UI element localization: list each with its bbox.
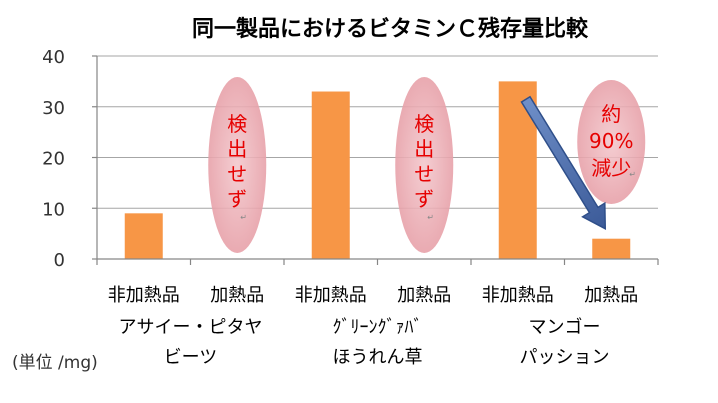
paragraph-mark: ↵ (427, 213, 434, 222)
annotation-text: 減少 (591, 156, 631, 180)
x-tick-label: 非加熱品 (482, 285, 554, 306)
annotation-text: 約 (601, 102, 621, 126)
group-label: アサイー・ピタヤ (119, 317, 263, 338)
y-tick-label: 0 (54, 250, 65, 271)
annotation-ellipse (577, 80, 646, 204)
y-tick-label: 20 (42, 149, 65, 170)
annotation-ellipses (208, 77, 646, 253)
chart-title: 同一製品におけるビタミンＣ残存量比較 (192, 16, 589, 42)
y-axis-ticks: 0 10 20 30 40 (42, 47, 65, 271)
bar (592, 238, 631, 259)
annotation-ellipse (208, 77, 267, 253)
axes (92, 55, 659, 265)
y-tick-label: 10 (42, 199, 65, 220)
bar (124, 213, 163, 259)
arrow-path (520, 95, 607, 230)
group-label: パッション (520, 347, 610, 368)
group-label: ビーツ (164, 347, 218, 368)
x-tick-label: 加熱品 (584, 285, 638, 306)
annotation-text: せ (414, 162, 434, 186)
paragraph-mark: ↵ (240, 213, 247, 222)
arrow-shape (520, 95, 607, 230)
y-tick-label: 30 (42, 98, 65, 119)
bar (311, 91, 350, 260)
paragraph-mark: ↵ (629, 170, 636, 179)
unit-label: (単位 /mg) (12, 353, 98, 373)
annotation-ellipse (395, 77, 454, 253)
group-label: ｸﾞﾘｰﾝｸﾞｧﾊﾞ (333, 317, 423, 338)
x-tick-label: 加熱品 (210, 285, 264, 306)
annotation-text: 出 (227, 137, 247, 161)
annotation-text: ず (414, 187, 434, 211)
decrease-arrow (520, 95, 607, 230)
category-labels: 非加熱品 加熱品 非加熱品 加熱品 非加熱品 加熱品 (108, 285, 639, 306)
group-label: マンゴー (529, 317, 601, 338)
annotation-text: 検 (414, 112, 434, 136)
x-tick-label: 加熱品 (397, 285, 451, 306)
y-tick-label: 40 (42, 47, 65, 68)
x-tick-label: 非加熱品 (108, 285, 180, 306)
annotation-text: せ (227, 162, 247, 186)
annotation-text: 90% (589, 129, 633, 153)
x-tick-label: 非加熱品 (295, 285, 367, 306)
annotation-text: 検 (227, 112, 247, 136)
annotation-text: ず (227, 187, 247, 211)
group-label: ほうれん草 (333, 347, 423, 368)
bars (124, 81, 631, 260)
annotation-text: 出 (414, 137, 434, 161)
